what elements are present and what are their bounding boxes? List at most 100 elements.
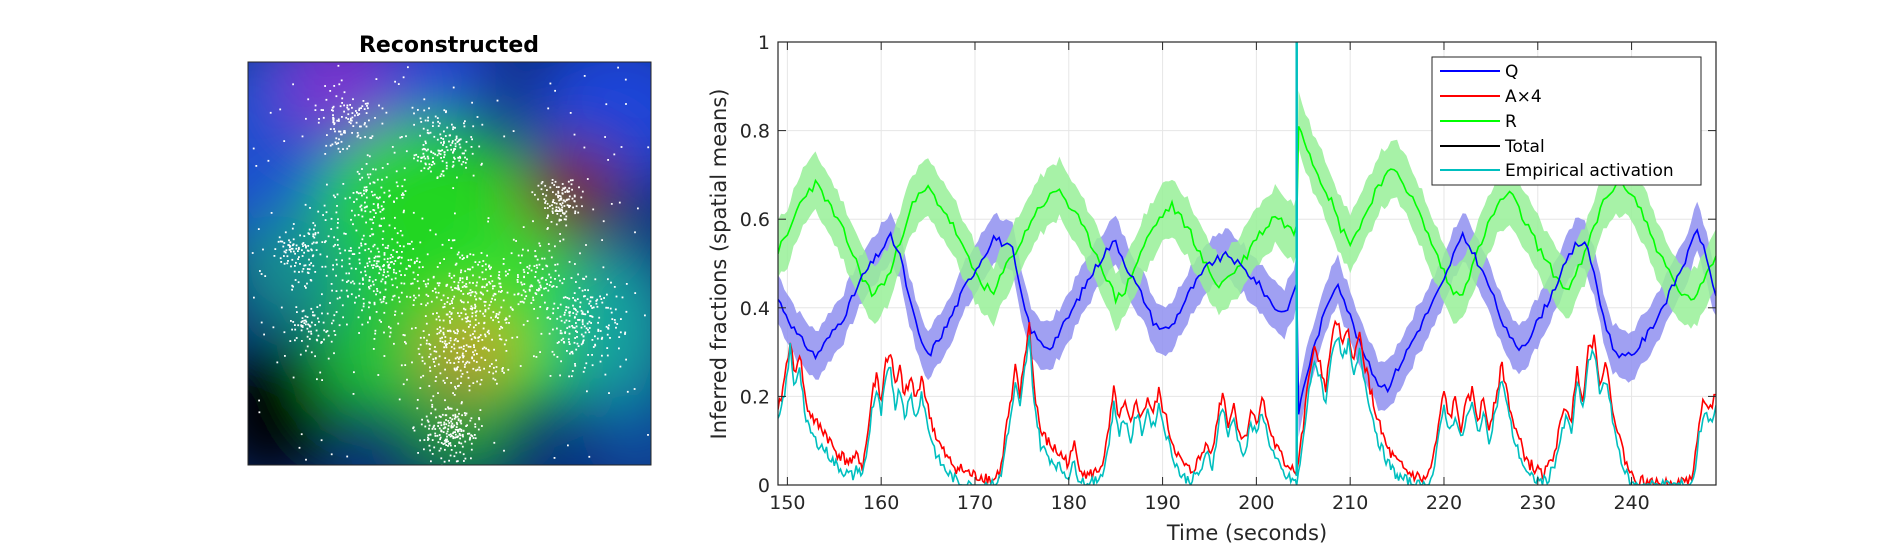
- spike-dot: [576, 310, 579, 313]
- spike-dot: [559, 233, 561, 235]
- spike-dot: [493, 366, 495, 369]
- spike-dot: [564, 200, 567, 203]
- spike-dot: [534, 292, 537, 294]
- reconstructed-image: [248, 62, 651, 465]
- spike-dot: [393, 262, 395, 265]
- spike-dot: [455, 421, 458, 424]
- spike-dot: [383, 253, 386, 256]
- spike-dot: [559, 203, 562, 205]
- spike-dot: [562, 238, 565, 241]
- spike-dot: [342, 148, 344, 150]
- spike-dot: [309, 207, 311, 209]
- spike-dot: [402, 211, 405, 214]
- spike-dot: [534, 271, 537, 273]
- spike-dot: [361, 105, 364, 108]
- spike-dot: [453, 281, 456, 283]
- spike-dot: [476, 368, 479, 371]
- spike-dot: [624, 78, 627, 81]
- spike-dot: [386, 257, 389, 260]
- spike-dot: [407, 259, 410, 261]
- spike-dot: [577, 345, 580, 347]
- spike-dot: [479, 291, 482, 294]
- spike-dot: [372, 280, 374, 283]
- spike-dot: [449, 320, 451, 322]
- spike-dot: [537, 198, 539, 201]
- spike-dot: [498, 311, 501, 314]
- spike-dot: [282, 245, 285, 248]
- spike-dot: [307, 232, 310, 235]
- spike-dot: [449, 454, 452, 457]
- spike-dot: [501, 290, 503, 292]
- spike-dot: [378, 266, 381, 269]
- spike-dot: [257, 228, 260, 230]
- spike-dot: [432, 125, 434, 127]
- spike-dot: [376, 290, 379, 292]
- spike-dot: [486, 331, 489, 333]
- spike-dot: [396, 241, 399, 244]
- spike-dot: [375, 311, 378, 313]
- spike-dot: [253, 296, 255, 299]
- spike-dot: [423, 362, 426, 365]
- spike-dot: [418, 261, 421, 263]
- spike-dot: [332, 319, 335, 322]
- spike-dot: [374, 117, 376, 119]
- spike-dot: [610, 281, 612, 284]
- spike-dot: [357, 316, 360, 319]
- spike-dot: [454, 413, 457, 416]
- spike-dot: [568, 297, 571, 300]
- spike-dot: [576, 298, 579, 300]
- spike-dot: [580, 326, 583, 329]
- spike-dot: [445, 419, 447, 421]
- spike-dot: [312, 254, 315, 257]
- spike-dot: [317, 231, 320, 234]
- spike-dot: [625, 310, 628, 313]
- y-tick-label: 1: [758, 32, 770, 54]
- spike-dot: [433, 361, 435, 363]
- spike-dot: [336, 226, 339, 229]
- spike-dot: [395, 251, 398, 253]
- spike-dot: [537, 184, 540, 187]
- spike-dot: [321, 379, 323, 381]
- spike-dot: [341, 116, 343, 118]
- spike-dot: [443, 156, 445, 159]
- spike-dot: [564, 331, 567, 334]
- spike-dot: [450, 277, 453, 279]
- spike-dot: [524, 290, 527, 293]
- spike-dot: [344, 131, 346, 134]
- y-axis-ticks: 00.20.40.60.81: [740, 32, 1716, 497]
- spike-dot: [351, 280, 354, 283]
- spike-dot: [290, 265, 292, 268]
- spike-dot: [568, 320, 571, 322]
- spike-dot: [582, 277, 584, 280]
- spike-dot: [459, 428, 461, 430]
- spike-dot: [445, 439, 448, 442]
- spike-dot: [438, 122, 441, 125]
- spike-dot: [484, 278, 487, 280]
- spike-dot: [311, 321, 313, 324]
- spike-dot: [552, 328, 554, 331]
- spike-dot: [449, 435, 452, 438]
- spike-dot: [458, 358, 460, 360]
- spike-dot: [303, 235, 306, 237]
- spike-dot: [544, 207, 546, 209]
- spike-dot: [451, 318, 453, 320]
- spike-dot: [610, 311, 613, 314]
- spike-dot: [490, 266, 492, 269]
- spike-dot: [574, 263, 576, 265]
- spike-dot: [341, 304, 344, 307]
- x-tick-label: 180: [1051, 492, 1087, 514]
- spike-dot: [549, 281, 552, 283]
- spike-dot: [590, 315, 593, 318]
- spike-dot: [432, 121, 434, 124]
- spike-dot: [472, 333, 474, 335]
- spike-dot: [547, 107, 550, 110]
- spike-dot: [336, 263, 338, 266]
- spike-dot: [482, 260, 485, 262]
- spike-dot: [556, 213, 559, 215]
- spike-dot: [461, 354, 464, 357]
- spike-dot: [464, 308, 467, 311]
- spike-dot: [436, 177, 439, 179]
- spike-dot: [487, 217, 490, 219]
- spike-dot: [568, 332, 571, 335]
- spike-dot: [294, 328, 297, 331]
